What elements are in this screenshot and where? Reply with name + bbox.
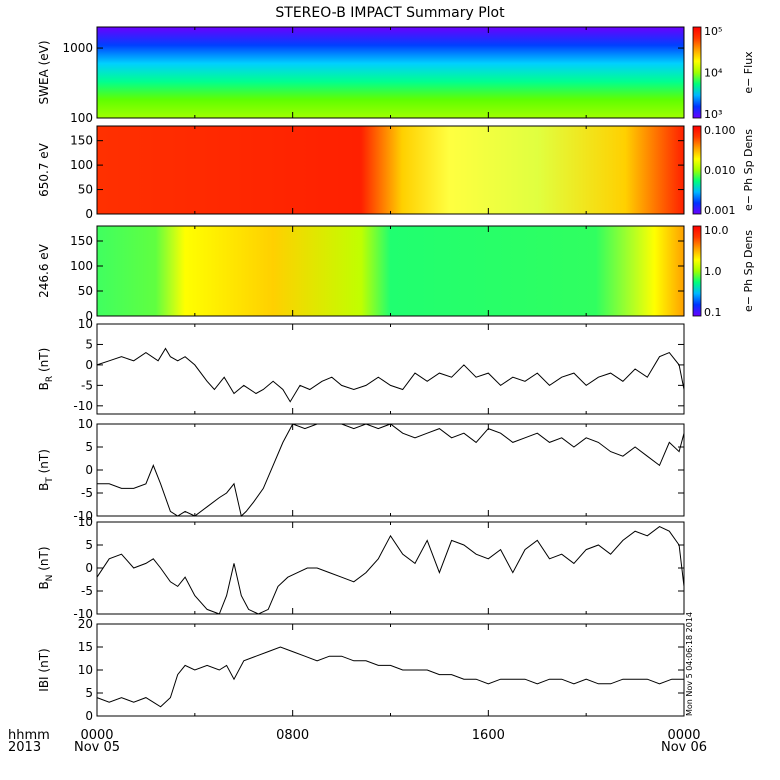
- y-tick-label: -5: [81, 378, 93, 392]
- y-tick-label: 100: [70, 111, 93, 125]
- y-tick-label: 150: [70, 234, 93, 248]
- heatmap-fill: [97, 27, 684, 118]
- y-axis-label: SWEA (eV): [37, 40, 51, 104]
- colorbar: 10.0 1.0 0.1 e− Ph Sp Dens: [692, 224, 755, 319]
- series-line: [96, 646, 684, 708]
- colorbar-tick-label: 10⁴: [704, 67, 723, 80]
- x-tick-label: 0000: [80, 728, 113, 743]
- y-label-unit: (nT): [37, 449, 51, 477]
- colorbar-tick-label: 1.0: [704, 265, 722, 278]
- y-tick-label: 0: [85, 709, 93, 723]
- panel-frame: [96, 623, 685, 717]
- panel-2: 0.100 0.010 0.001 e− Ph Sp Dens 150 100 50 0 650…: [37, 124, 755, 221]
- y-tick-label: -10: [73, 509, 93, 523]
- panel-frame: [96, 323, 685, 415]
- y-tick-label: 10: [78, 417, 93, 431]
- y-tick-label: 100: [70, 158, 93, 172]
- y-tick-label: 150: [70, 134, 93, 148]
- colorbar-strip: [692, 225, 702, 317]
- colorbar-tick-label: 10⁵: [704, 25, 722, 38]
- colorbar-strip: [692, 26, 702, 119]
- colorbar-strip: [692, 125, 702, 215]
- y-tick-label: 15: [78, 640, 93, 654]
- colorbar-tick-label: 0.010: [704, 164, 736, 177]
- series-line: [97, 423, 685, 517]
- y-tick-label: 0: [85, 358, 93, 372]
- y-label-unit: (nT): [37, 546, 51, 574]
- y-label-unit: (nT): [37, 348, 51, 376]
- colorbar-tick-label: 10.0: [704, 224, 729, 237]
- x-date-label: Nov 06: [661, 740, 707, 755]
- colorbar: 10⁵ 10⁴ 10³ e− Flux: [692, 25, 755, 121]
- plot-title: STEREO-B IMPACT Summary Plot: [275, 5, 505, 21]
- y-label-main: B: [37, 483, 51, 491]
- y-tick-label: 1000: [62, 41, 93, 55]
- y-axis-label: BT (nT): [37, 449, 55, 491]
- panel-6: 10 5 0 -5 -10 BN (nT): [37, 515, 685, 621]
- y-tick-label: 20: [78, 617, 93, 631]
- footer-year: 2013: [8, 740, 41, 755]
- x-tick-label: 1600: [472, 728, 505, 743]
- y-tick-label: 5: [85, 538, 93, 552]
- y-label-sub: T: [45, 477, 55, 484]
- y-axis-label: 246.6 eV: [37, 243, 51, 298]
- y-axis-label: IBI (nT): [37, 648, 51, 691]
- x-date-label: Nov 05: [74, 740, 120, 755]
- x-tick-label: 0000: [667, 728, 700, 743]
- y-tick-label: 0: [85, 309, 93, 323]
- y-tick-label: -5: [81, 584, 93, 598]
- y-label-main: IBI: [37, 676, 51, 691]
- panel-7: 20 15 10 5 0 IBI (nT): [37, 617, 685, 723]
- y-tick-label: 0: [85, 463, 93, 477]
- footer-hhmm: hhmm: [8, 728, 50, 743]
- y-tick-label: -10: [73, 607, 93, 621]
- y-tick-label: -5: [81, 486, 93, 500]
- colorbar-tick-label: 0.1: [704, 306, 722, 319]
- y-axis-label: BR (nT): [37, 348, 55, 391]
- y-tick-label: 10: [78, 515, 93, 529]
- y-tick-label: 10: [78, 317, 93, 331]
- y-axis-label: BN (nT): [37, 546, 55, 589]
- y-tick-label: 0: [85, 561, 93, 575]
- y-tick-label: 5: [85, 686, 93, 700]
- colorbar-label: e− Ph Sp Dens: [742, 230, 755, 312]
- colorbar-label: e− Flux: [742, 51, 755, 94]
- y-tick-label: 50: [78, 284, 93, 298]
- panel-3: 10.0 1.0 0.1 e− Ph Sp Dens 150 100 50 0 246.6 eV: [37, 224, 755, 323]
- colorbar-tick-label: 10³: [704, 108, 722, 121]
- panel-4: 10 5 0 -5 -10 BR (nT): [37, 317, 685, 415]
- panel-frame: [96, 423, 685, 517]
- heatmap-fill: [97, 126, 684, 214]
- y-label-main: B: [37, 581, 51, 589]
- y-tick-label: 5: [85, 440, 93, 454]
- y-label-sub: R: [45, 376, 55, 382]
- y-tick-label: 50: [78, 183, 93, 197]
- y-axis-label: 650.7 eV: [37, 142, 51, 197]
- y-tick-label: 5: [85, 337, 93, 351]
- y-tick-label: 10: [78, 663, 93, 677]
- panel-1: 10⁵ 10⁴ 10³ e− Flux 1000 100 SWEA (eV): [37, 25, 755, 125]
- colorbar: 0.100 0.010 0.001 e− Ph Sp Dens: [692, 124, 755, 217]
- colorbar-label: e− Ph Sp Dens: [742, 129, 755, 211]
- series-line: [96, 526, 685, 615]
- y-tick-label: -10: [73, 399, 93, 413]
- panel-5: 10 5 0 -5 -10 BT (nT): [37, 417, 685, 523]
- series-line: [96, 347, 685, 403]
- y-tick-label: 100: [70, 259, 93, 273]
- heatmap-fill: [97, 226, 684, 316]
- timestamp-stamp: Mon Nov 5 04:06:18 2014: [685, 612, 694, 716]
- colorbar-tick-label: 0.001: [704, 204, 736, 217]
- y-tick-label: 0: [85, 207, 93, 221]
- y-label-main: B: [37, 382, 51, 390]
- x-tick-label: 0800: [276, 728, 309, 743]
- y-label-sub: N: [45, 575, 55, 582]
- colorbar-tick-label: 0.100: [704, 124, 736, 137]
- y-label-unit: (nT): [37, 648, 51, 676]
